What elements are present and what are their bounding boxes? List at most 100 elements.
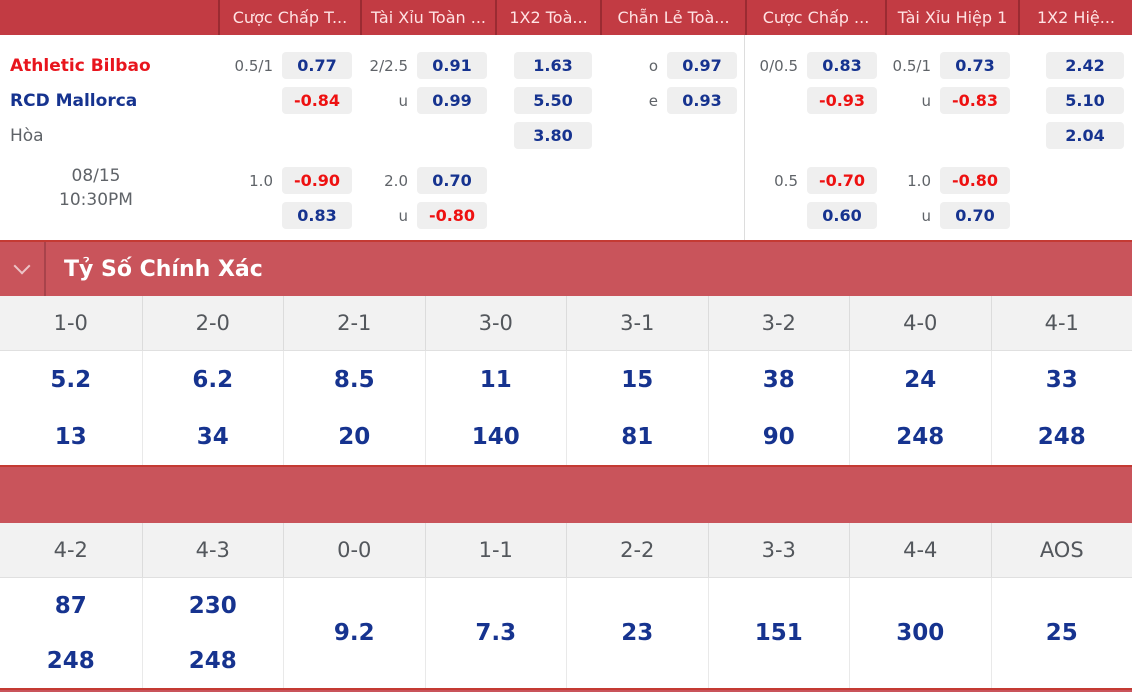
score-odds-value[interactable]: 151 <box>754 620 803 646</box>
score-label: 3-1 <box>566 296 708 350</box>
section-divider-line <box>44 242 46 296</box>
score-column: 38 90 <box>707 351 850 465</box>
score-odds-value[interactable]: 230 <box>188 592 237 619</box>
score-odds-value[interactable]: 33 <box>1045 366 1078 393</box>
odds-half-under-alt[interactable]: 0.70 <box>940 202 1010 229</box>
score-column: 5.2 13 <box>0 351 142 465</box>
match-datetime: 08/15 10:30PM <box>0 164 192 212</box>
market-header-full-over-under: Tài Xỉu Toàn ... <box>360 0 495 35</box>
score-odds-value[interactable]: 13 <box>54 423 87 450</box>
score-odds-value[interactable]: 11 <box>479 366 512 393</box>
odds-half-1x2-home[interactable]: 2.42 <box>1046 52 1124 79</box>
under-label: u <box>921 206 931 225</box>
score-odds-value[interactable]: 5.2 <box>50 366 92 393</box>
odds-full-even[interactable]: 0.93 <box>667 87 737 114</box>
odds-full-under[interactable]: 0.99 <box>417 87 487 114</box>
score-column: 23 <box>566 578 708 688</box>
score-label: 4-1 <box>990 296 1132 350</box>
score-label: AOS <box>990 523 1132 577</box>
handicap-line: 0.5 <box>774 171 798 190</box>
odds-full-1x2-draw[interactable]: 3.80 <box>514 122 592 149</box>
section-title: Tỷ Số Chính Xác <box>64 256 263 282</box>
odds-half-1x2-away[interactable]: 5.10 <box>1046 87 1124 114</box>
odd-even-line: o <box>648 56 658 75</box>
odds-half-handicap-alt2[interactable]: 0.60 <box>807 202 877 229</box>
away-team-name: RCD Mallorca <box>10 90 138 111</box>
even-label: e <box>648 91 658 110</box>
score-odds-value[interactable]: 248 <box>896 423 945 450</box>
score-odds-value[interactable]: 300 <box>896 620 945 646</box>
odds-half-handicap-away[interactable]: -0.93 <box>807 87 877 114</box>
market-header-half-1x2: 1X2 Hiệ... <box>1018 0 1132 35</box>
score-label: 1-1 <box>424 523 567 577</box>
score-odds-value[interactable]: 140 <box>471 423 520 450</box>
odds-half-over[interactable]: 0.73 <box>940 52 1010 79</box>
odds-full-handicap-away[interactable]: -0.84 <box>282 87 352 114</box>
odds-half-handicap-home[interactable]: 0.83 <box>807 52 877 79</box>
score-label: 1-0 <box>53 311 88 335</box>
score-odds-value[interactable]: 248 <box>46 647 95 674</box>
score-column: 9.2 <box>283 578 425 688</box>
score-odds-value[interactable]: 24 <box>904 366 937 393</box>
odds-full-handicap-home[interactable]: 0.77 <box>282 52 352 79</box>
score-odds-value[interactable]: 23 <box>621 620 654 646</box>
over-under-line: 0.5/1 <box>892 56 931 75</box>
score-odds-value[interactable]: 9.2 <box>333 620 375 646</box>
score-odds-value[interactable]: 248 <box>188 647 237 674</box>
score-column: 87 248 <box>0 578 142 688</box>
odds-row-alt-line-1: 1.0 -0.90 2.0 0.70 0.5 -0.70 1.0 -0.80 <box>0 167 1132 194</box>
over-under-line: 1.0 <box>907 171 931 190</box>
draw-label: Hòa <box>10 125 44 146</box>
score-odds-value[interactable]: 8.5 <box>333 366 375 393</box>
score-odds-grid-2: 87 248 230 248 9.2 7.3 23 151 300 25 <box>0 578 1132 688</box>
score-column: 6.2 34 <box>141 351 284 465</box>
score-odds-value[interactable]: 87 <box>54 592 87 619</box>
odds-full-1x2-home[interactable]: 1.63 <box>514 52 592 79</box>
correct-score-section-header[interactable]: Tỷ Số Chính Xác <box>0 240 1132 296</box>
score-label: 4-2 <box>53 538 88 562</box>
score-odds-value[interactable]: 6.2 <box>192 366 234 393</box>
match-time: 10:30PM <box>59 190 133 210</box>
odds-row-draw: Hòa 3.80 2.04 <box>0 122 1132 149</box>
odds-half-over-alt[interactable]: -0.80 <box>940 167 1010 194</box>
score-odds-value[interactable]: 34 <box>196 423 229 450</box>
score-column: 24 248 <box>849 351 991 465</box>
score-label: 3-2 <box>707 296 850 350</box>
market-header-full-handicap: Cược Chấp T... <box>218 0 360 35</box>
score-odds-value[interactable]: 7.3 <box>475 620 517 646</box>
score-odds-value[interactable]: 15 <box>621 366 654 393</box>
odds-row-alt-line-2: 0.83 u -0.80 0.60 u 0.70 <box>0 202 1132 229</box>
market-header-spacer <box>0 0 218 35</box>
score-header-row-1: 1-0 2-0 2-1 3-0 3-1 3-2 4-0 4-1 <box>0 296 1132 351</box>
odds-half-1x2-draw[interactable]: 2.04 <box>1046 122 1124 149</box>
match-date: 08/15 <box>71 166 121 186</box>
odds-full-over[interactable]: 0.91 <box>417 52 487 79</box>
odds-full-handicap-alt[interactable]: -0.90 <box>282 167 352 194</box>
odds-row-away: RCD Mallorca -0.84 u 0.99 5.50 e 0.93 -0.9… <box>0 87 1132 114</box>
score-odds-value[interactable]: 81 <box>621 423 654 450</box>
market-header-full-1x2: 1X2 Toà... <box>495 0 600 35</box>
odds-full-handicap-alt2[interactable]: 0.83 <box>282 202 352 229</box>
score-label: 2-2 <box>566 523 708 577</box>
odds-full-odd[interactable]: 0.97 <box>667 52 737 79</box>
odds-half-handicap-alt[interactable]: -0.70 <box>807 167 877 194</box>
market-header-half-handicap: Cược Chấp ... <box>745 0 885 35</box>
market-header-half-over-under: Tài Xỉu Hiệp 1 <box>885 0 1018 35</box>
odds-full-over-alt[interactable]: 0.70 <box>417 167 487 194</box>
score-odds-value[interactable]: 25 <box>1045 620 1078 646</box>
score-column: 230 248 <box>141 578 284 688</box>
odds-half-under[interactable]: -0.83 <box>940 87 1010 114</box>
score-column: 8.5 20 <box>283 351 425 465</box>
score-column: 33 248 <box>990 351 1132 465</box>
odds-full-under-alt[interactable]: -0.80 <box>417 202 487 229</box>
score-odds-value[interactable]: 90 <box>762 423 795 450</box>
score-odds-value[interactable]: 38 <box>762 366 795 393</box>
chevron-down-icon[interactable] <box>13 257 31 275</box>
score-odds-value[interactable]: 20 <box>338 423 371 450</box>
score-header-row-2: 4-2 4-3 0-0 1-1 2-2 3-3 4-4 AOS <box>0 523 1132 578</box>
score-label: 4-0 <box>849 296 991 350</box>
score-odds-value[interactable]: 248 <box>1037 423 1086 450</box>
odds-full-1x2-away[interactable]: 5.50 <box>514 87 592 114</box>
over-under-line: 2.0 <box>384 171 408 190</box>
score-label: 2-0 <box>141 296 284 350</box>
